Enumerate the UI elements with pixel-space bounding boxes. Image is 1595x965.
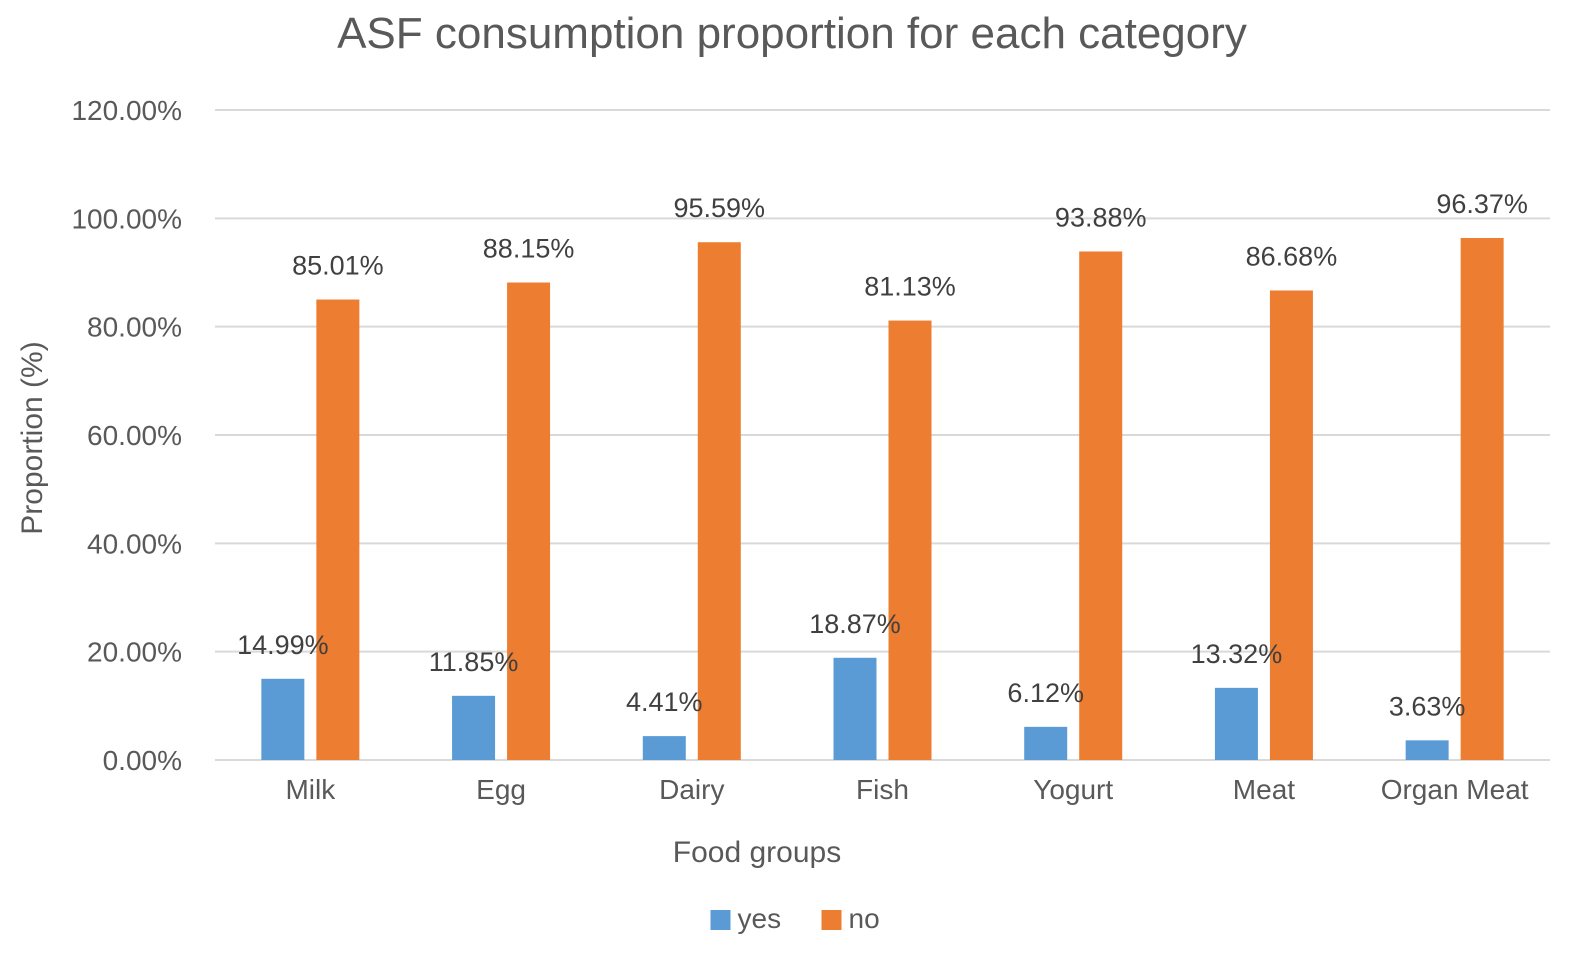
chart-title: ASF consumption proportion for each cate… (337, 9, 1247, 58)
bar-yes-dairy (642, 736, 686, 760)
bar-yes-organ-meat (1405, 740, 1449, 760)
x-axis-title: Food groups (673, 836, 841, 869)
legend: yes no (710, 903, 880, 934)
x-tick-label: Meat (1233, 774, 1295, 805)
bar-yes-milk (261, 678, 305, 760)
data-labels: 14.99% 85.01% 11.85% 88.15% 4.41% 95.59% 18.87… (237, 189, 1528, 721)
data-label: 4.41% (626, 687, 703, 717)
y-tick-label: 100.00% (71, 203, 182, 234)
data-label: 96.37% (1436, 189, 1528, 219)
y-tick-label: 40.00% (87, 528, 182, 559)
data-label: 85.01% (292, 251, 384, 281)
bar-yes-fish (833, 657, 877, 760)
x-axis-ticks: Milk Egg Dairy Fish Yogurt Meat Organ Meat (285, 774, 1528, 805)
data-label: 93.88% (1055, 202, 1147, 232)
gridlines (215, 109, 1550, 761)
x-tick-label: Egg (476, 774, 526, 805)
data-label: 11.85% (429, 647, 519, 677)
bar-no-meat (1269, 290, 1313, 760)
bar-no-egg (507, 282, 551, 760)
y-axis-title: Proportion (%) (16, 341, 49, 534)
legend-label-yes: yes (738, 903, 782, 934)
bar-no-yogurt (1079, 251, 1123, 760)
y-tick-label: 80.00% (87, 312, 182, 343)
y-tick-label: 0.00% (103, 745, 182, 776)
bar-yes-meat (1214, 687, 1258, 760)
data-label: 81.13% (864, 272, 956, 302)
bar-no-fish (888, 320, 932, 760)
data-label: 95.59% (673, 193, 765, 223)
legend-label-no: no (849, 903, 880, 934)
x-tick-label: Milk (285, 774, 336, 805)
bar-no-dairy (697, 242, 741, 761)
data-label: 18.87% (809, 609, 901, 639)
data-label: 14.99% (237, 630, 329, 660)
x-tick-label: Organ Meat (1381, 774, 1529, 805)
y-axis-ticks: 0.00% 20.00% 40.00% 60.00% 80.00% 100.00% 120.… (71, 95, 182, 776)
x-tick-label: Dairy (659, 774, 724, 805)
x-tick-label: Yogurt (1033, 774, 1113, 805)
data-label: 6.12% (1007, 678, 1084, 708)
data-label: 88.15% (483, 234, 575, 264)
legend-swatch-yes (710, 910, 731, 930)
x-tick-label: Fish (856, 774, 909, 805)
legend-swatch-no (821, 910, 842, 930)
data-label: 13.32% (1191, 639, 1283, 669)
bar-no-milk (316, 299, 360, 760)
y-tick-label: 20.00% (87, 637, 182, 668)
bars (261, 237, 1504, 761)
data-label: 86.68% (1246, 241, 1338, 271)
bar-yes-egg (452, 695, 496, 760)
bar-no-organ-meat (1460, 237, 1504, 760)
bar-yes-yogurt (1024, 726, 1068, 760)
data-label: 3.63% (1389, 691, 1466, 721)
y-tick-label: 120.00% (71, 95, 182, 126)
y-tick-label: 60.00% (87, 420, 182, 451)
